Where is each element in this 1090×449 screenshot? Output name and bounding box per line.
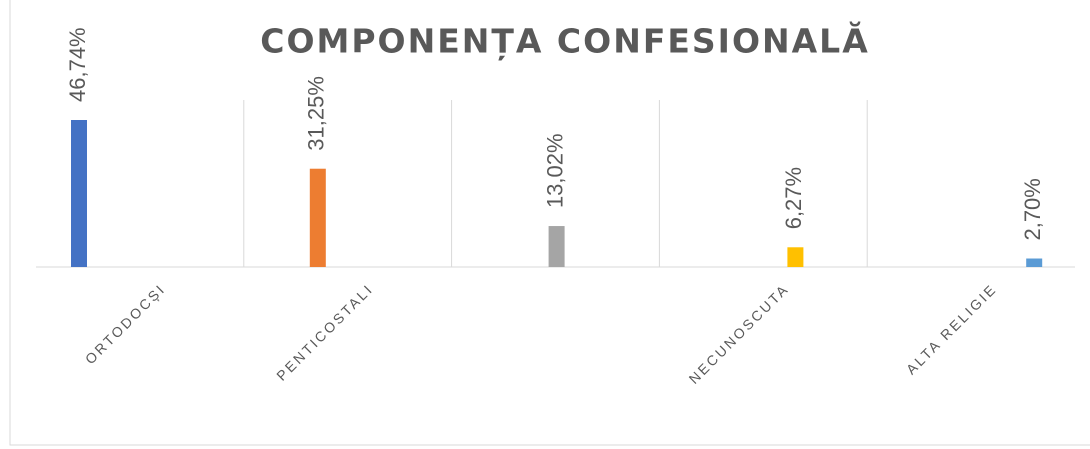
data-label: 2,70% [1020, 178, 1045, 240]
data-label: 13,02% [542, 133, 567, 208]
data-label: 31,25% [304, 76, 329, 151]
x-tick-label: NECUNOSCUTA [686, 280, 792, 386]
bar [548, 226, 565, 267]
bar [787, 247, 804, 267]
chart-border [9, 0, 1090, 446]
x-tick-label: ALTA RELIGIE [903, 280, 1000, 377]
chart-title: COMPONENȚA CONFESIONALĂ [260, 21, 869, 61]
bar [1026, 258, 1043, 267]
data-label: 6,27% [781, 167, 806, 229]
bar [71, 120, 87, 267]
x-tick-label: ORTODOCȘI [82, 280, 169, 367]
bar [309, 168, 326, 267]
x-tick-label: PENTICOSTALI [273, 280, 376, 383]
data-label: 46,74% [65, 27, 90, 102]
